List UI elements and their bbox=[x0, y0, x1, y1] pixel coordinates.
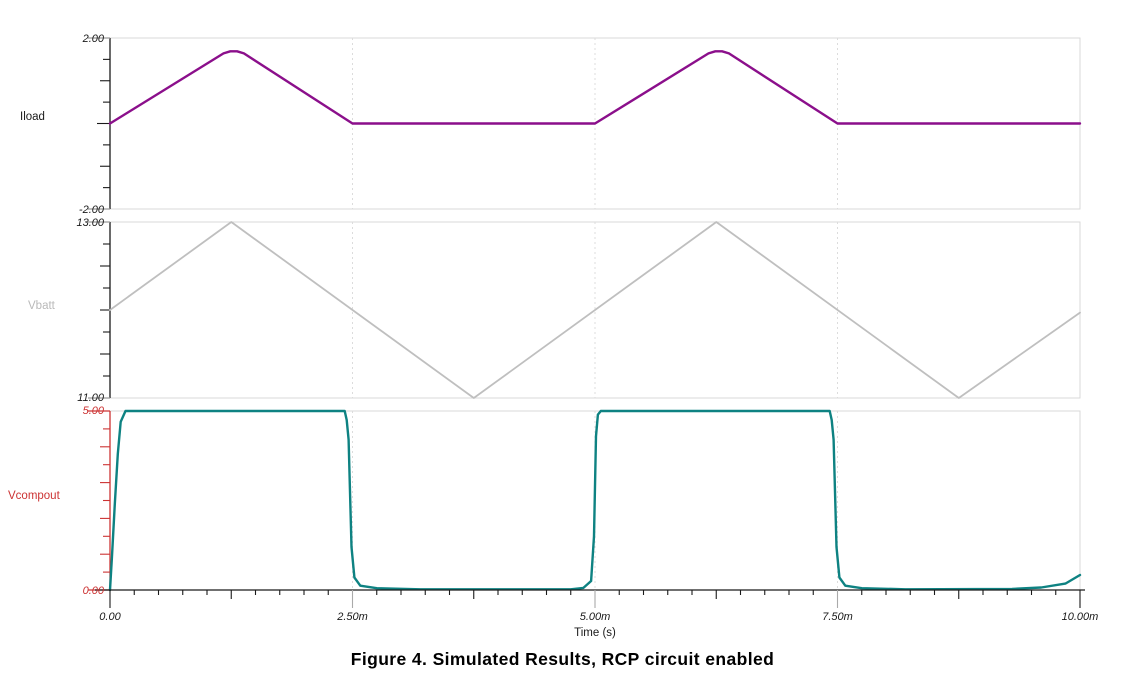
figure-caption: Figure 4. Simulated Results, RCP circuit… bbox=[350, 649, 775, 669]
y-max-label-vbatt: 13.00 bbox=[76, 217, 104, 229]
x-tick-label: 5.00m bbox=[580, 611, 611, 623]
y-max-label-vcompout: 5.00 bbox=[83, 405, 105, 417]
x-tick-label: 2.50m bbox=[336, 611, 368, 623]
x-tick-label: 0.00 bbox=[99, 611, 121, 623]
iload-trace bbox=[108, 50, 1082, 125]
vbatt-trace bbox=[109, 221, 1081, 399]
x-tick-label: 10.00m bbox=[1062, 611, 1099, 623]
y-min-label-vbatt: 11.00 bbox=[77, 392, 105, 404]
chart-geometry: 0.00 2.50m 5.00m 7.50m 10.00m bbox=[88, 37, 1099, 623]
trace-label-vbatt: Vbatt bbox=[28, 300, 56, 312]
y-min-label-vcompout: 0.00 bbox=[83, 585, 105, 597]
trace-label-vcompout: Vcompout bbox=[8, 490, 61, 502]
trace-label-iload: Iload bbox=[20, 111, 45, 123]
waveform-chart: 0.00 2.50m 5.00m 7.50m 10.00m 2.00 -2.00 Ilo… bbox=[8, 33, 1099, 639]
vcompout-trace bbox=[108, 409, 1082, 592]
y-min-label-iload: -2.00 bbox=[79, 204, 105, 216]
y-max-label-iload: 2.00 bbox=[82, 33, 105, 45]
x-tick-label: 7.50m bbox=[822, 611, 853, 623]
x-axis-title: Time (s) bbox=[574, 627, 616, 639]
